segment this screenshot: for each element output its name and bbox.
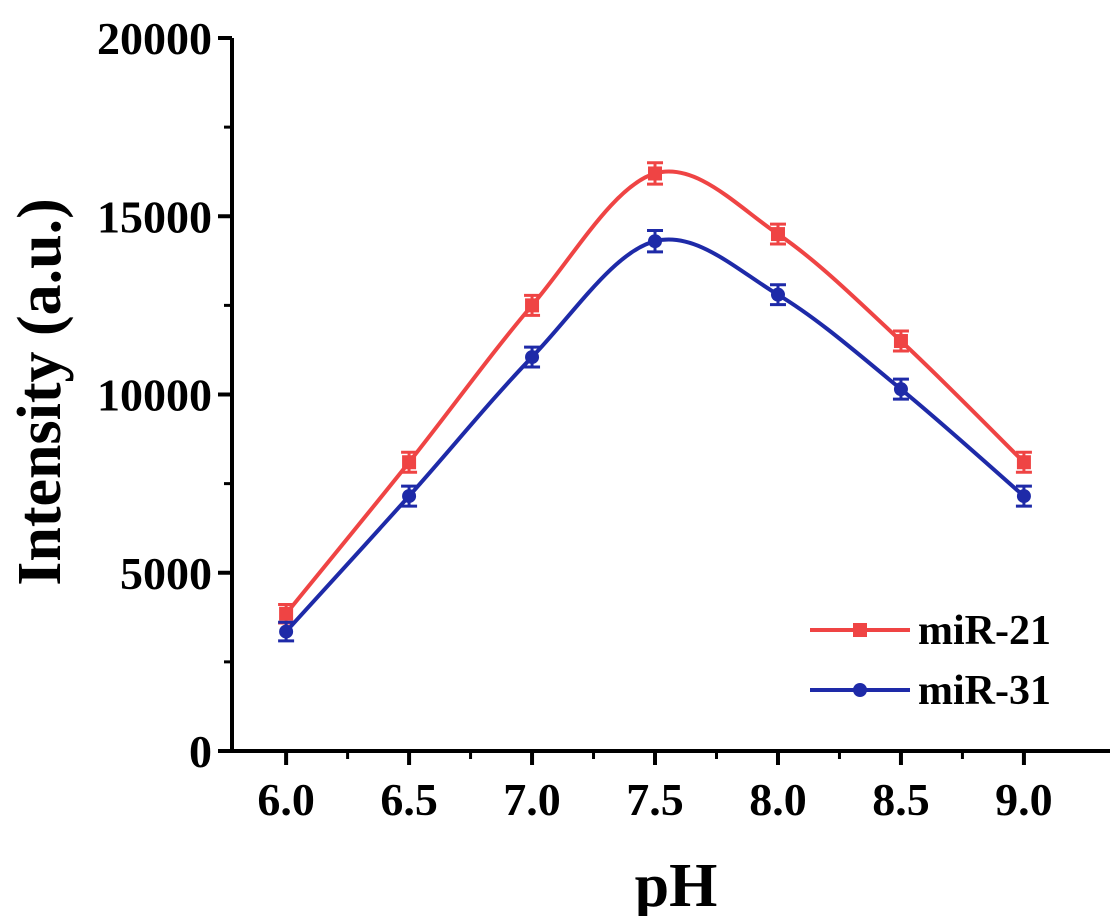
y-tick-label: 5000 [120,548,212,599]
x-tick-label: 6.0 [257,774,315,825]
data-point [1016,455,1031,470]
x-axis-title: pH [635,852,718,916]
series-layer [278,161,1032,643]
data-point [402,489,417,504]
legend-item: miR-31 [810,668,1051,714]
data-point [525,298,540,313]
data-point [1016,489,1031,504]
legend-marker [853,683,867,697]
y-tick-label: 10000 [97,370,212,421]
legend-item: miR-21 [810,608,1051,654]
data-point [648,166,663,181]
series-miR-31 [278,229,1032,643]
y-tick-label: 20000 [97,13,212,64]
data-point [402,455,417,470]
data-point [279,624,294,639]
data-point [279,606,294,621]
x-tick-label: 6.5 [380,774,438,825]
legend: miR-21 miR-31 [810,608,1051,714]
x-tick-label: 7.5 [626,774,684,825]
legend-marker [853,623,867,637]
x-tick-label: 7.0 [503,774,561,825]
legend-label: miR-31 [918,668,1051,714]
x-tick-label: 8.0 [749,774,807,825]
x-tick-label: 9.0 [995,774,1053,825]
axes: 0 5000 10000 15000 20000 6.0 6.5 7.0 7.5 8.0 8.5 9.… [97,13,1110,825]
data-point [770,287,785,302]
series-miR-21 [278,161,1032,625]
x-tick-label: 8.5 [872,774,930,825]
y-tick-label: 15000 [97,191,212,242]
y-axis-title: Intensity (a.u.) [6,198,74,586]
data-point [893,334,908,349]
series-line [284,237,1026,633]
data-point [525,350,540,365]
y-tick-label: 0 [189,726,212,777]
data-point [893,382,908,397]
legend-label: miR-21 [918,608,1051,654]
data-point [648,234,663,249]
data-point [770,227,785,242]
